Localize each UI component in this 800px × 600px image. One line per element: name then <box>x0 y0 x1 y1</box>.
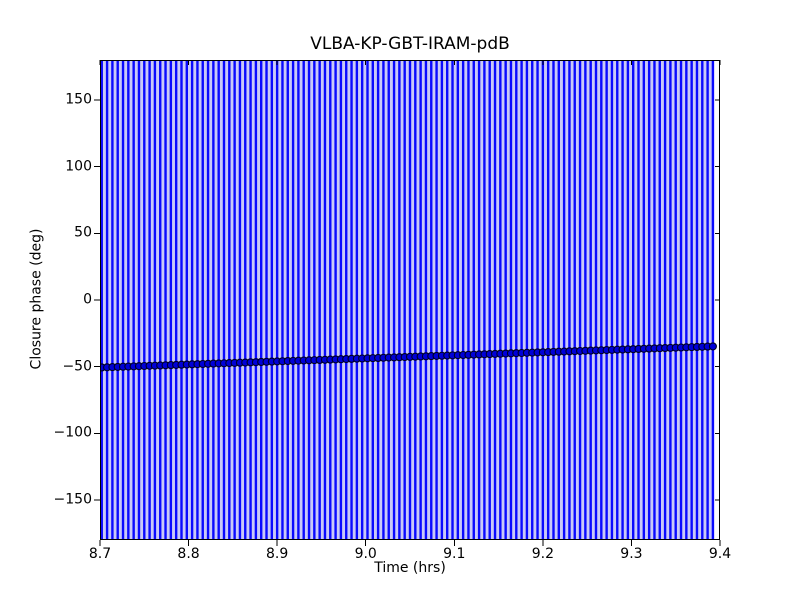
x-tick-label: 9.3 <box>620 546 643 562</box>
y-tick-label: 100 <box>65 157 92 174</box>
y-tick-label: −100 <box>53 424 92 441</box>
x-tick-label: 8.8 <box>177 546 200 562</box>
x-axis-label: Time (hrs) <box>374 560 446 576</box>
y-axis-label: Closure phase (deg) <box>28 228 45 370</box>
data-point-marker <box>708 342 717 351</box>
y-tick-label: 150 <box>65 91 92 108</box>
x-tick-label: 9.0 <box>354 546 377 562</box>
x-tick-label: 9.2 <box>531 546 554 562</box>
y-tick-label: −50 <box>62 357 92 374</box>
plot-canvas <box>100 60 717 540</box>
x-tick-label: 8.7 <box>88 546 112 562</box>
x-tick-label: 9.1 <box>443 546 466 562</box>
x-tick-label: 8.9 <box>266 546 289 562</box>
y-tick-label: 0 <box>83 291 92 308</box>
x-tick-label: 9.4 <box>708 546 732 562</box>
y-tick-label: 50 <box>74 224 92 241</box>
y-tick-label: −150 <box>53 491 92 508</box>
chart-title: VLBA-KP-GBT-IRAM-pdB <box>310 34 510 54</box>
